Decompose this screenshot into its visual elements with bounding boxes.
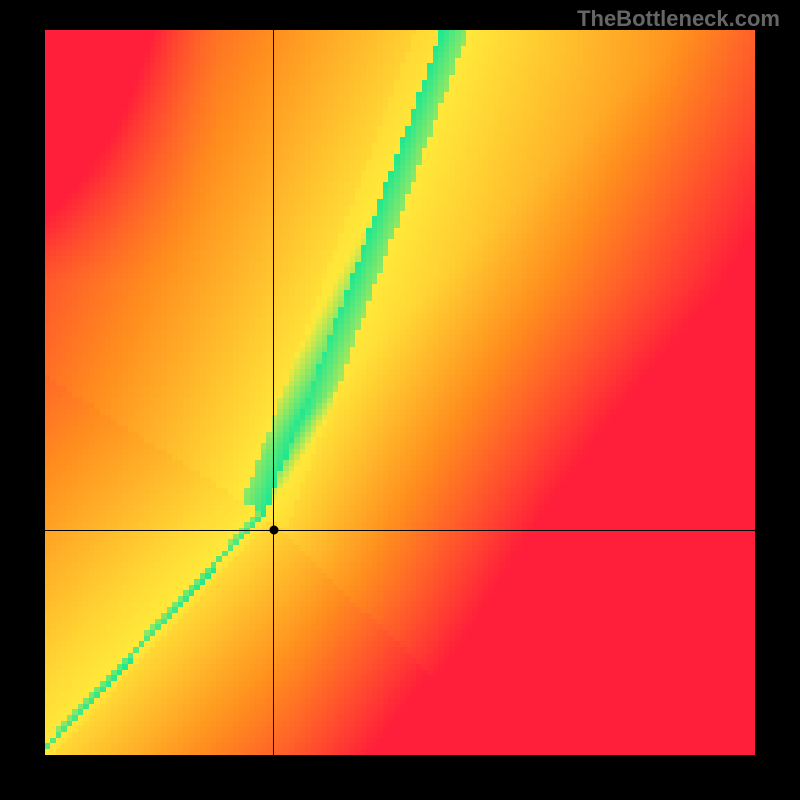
crosshair-vertical: [273, 30, 274, 755]
chart-container: TheBottleneck.com: [0, 0, 800, 800]
crosshair-marker: [269, 526, 278, 535]
crosshair-horizontal: [45, 530, 755, 531]
watermark-text: TheBottleneck.com: [577, 6, 780, 32]
heatmap-canvas: [45, 30, 755, 755]
heatmap-plot: [45, 30, 755, 755]
